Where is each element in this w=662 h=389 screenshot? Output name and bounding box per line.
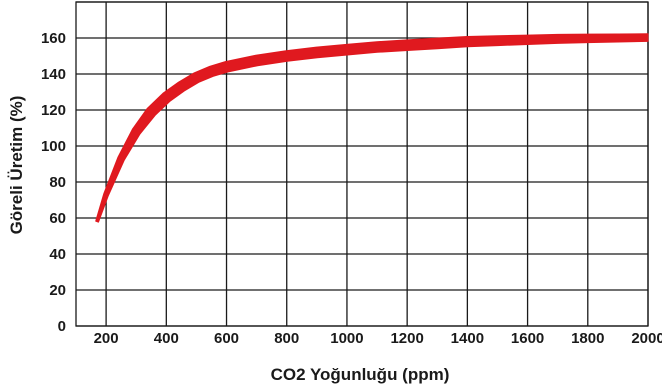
series-line (95, 33, 649, 223)
y-tick-label: 160 (41, 30, 66, 47)
x-tick-label: 600 (214, 330, 239, 347)
y-tick-label: 20 (49, 282, 66, 299)
y-tick-labels: 0 20 40 60 80 100 120 140 160 (41, 30, 66, 335)
y-tick-label: 120 (41, 102, 66, 119)
y-tick-label: 80 (49, 174, 66, 191)
y-tick-label: 100 (41, 138, 66, 155)
y-tick-label: 60 (49, 210, 66, 227)
x-axis-label: CO2 Yoğunluğu (ppm) (271, 365, 450, 384)
x-tick-label: 400 (154, 330, 179, 347)
x-tick-label: 800 (274, 330, 299, 347)
x-tick-label: 1200 (390, 330, 423, 347)
y-tick-label: 40 (49, 246, 66, 263)
y-tick-label: 0 (58, 318, 66, 335)
x-tick-label: 1800 (571, 330, 604, 347)
grid-lines (75, 1, 649, 327)
x-tick-label: 1000 (330, 330, 363, 347)
y-axis-label: Göreli Üretim (%) (7, 96, 26, 235)
series-group (95, 33, 649, 223)
x-tick-labels: 200 400 600 800 1000 1200 1400 1600 1800 2000 (94, 330, 662, 347)
x-tick-label: 1600 (511, 330, 544, 347)
x-tick-label: 2000 (631, 330, 662, 347)
y-tick-label: 140 (41, 66, 66, 83)
x-tick-label: 1400 (451, 330, 484, 347)
x-tick-label: 200 (94, 330, 119, 347)
